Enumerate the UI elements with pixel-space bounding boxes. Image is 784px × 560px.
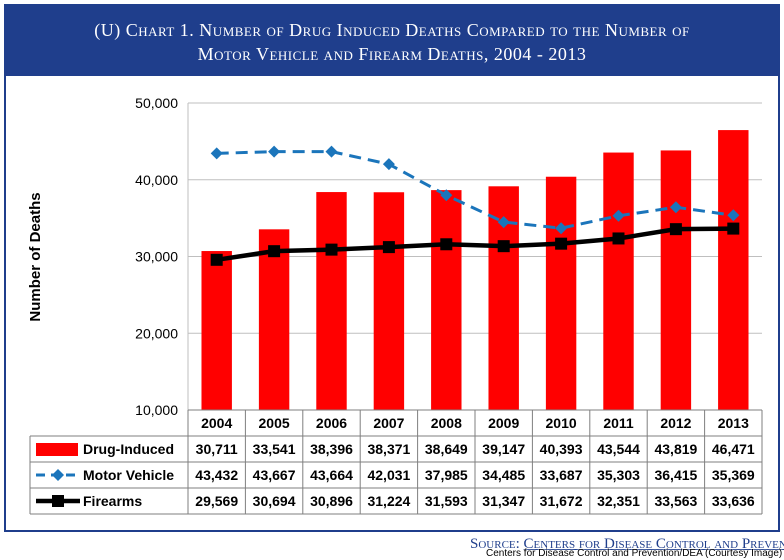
data-table-value: 38,396 — [310, 441, 353, 457]
point-motor-vehicle — [440, 189, 453, 202]
point-motor-vehicle — [325, 145, 338, 158]
point-motor-vehicle — [669, 201, 682, 214]
x-category-label: 2009 — [488, 415, 519, 431]
data-table-value: 33,563 — [654, 493, 697, 509]
x-category-label: 2008 — [431, 415, 462, 431]
legend-key-drug-induced — [36, 443, 78, 456]
chart-header: (U) Chart 1. Number of Drug Induced Deat… — [4, 4, 780, 76]
x-category-label: 2004 — [201, 415, 232, 431]
data-table-value: 31,347 — [482, 493, 525, 509]
image-credit: Centers for Disease Control and Preventi… — [486, 548, 783, 559]
bar-drug-induced — [258, 229, 290, 410]
point-firearms — [612, 232, 625, 245]
data-table-value: 40,393 — [540, 441, 583, 457]
source-name: Centers for Disease Control and Preventi… — [523, 536, 784, 552]
point-motor-vehicle — [268, 145, 281, 158]
point-firearms — [669, 223, 682, 236]
bar-drug-induced — [316, 192, 347, 410]
y-axis-title: Number of Deaths — [27, 192, 44, 321]
legend-label: Motor Vehicle — [83, 467, 174, 483]
point-motor-vehicle — [727, 209, 740, 222]
chart-title-line-2: Motor Vehicle and Firearm Deaths, 2004 -… — [197, 44, 587, 64]
point-firearms — [727, 222, 740, 235]
point-firearms — [268, 245, 281, 258]
data-table-value: 38,371 — [367, 441, 410, 457]
data-table-value: 31,593 — [425, 493, 468, 509]
x-category-label: 2005 — [259, 415, 290, 431]
data-table-value: 43,432 — [195, 467, 238, 483]
line-motor-vehicle — [216, 150, 734, 230]
x-category-label: 2011 — [603, 415, 634, 431]
bar-drug-induced — [201, 251, 232, 410]
legend-marker-firearms — [52, 495, 64, 507]
bar-drug-induced — [660, 150, 692, 410]
bar-drug-induced — [431, 190, 462, 410]
point-firearms — [440, 238, 453, 251]
data-table-value: 37,985 — [425, 467, 468, 483]
bar-drug-induced — [718, 130, 749, 410]
point-motor-vehicle — [555, 222, 568, 235]
data-table-value: 39,147 — [482, 441, 525, 457]
data-table-value: 31,672 — [540, 493, 583, 509]
point-motor-vehicle — [382, 158, 395, 171]
data-table-value: 30,711 — [196, 441, 238, 457]
data-table-value: 30,896 — [310, 493, 353, 509]
line-firearms — [216, 226, 734, 263]
point-firearms — [382, 241, 395, 254]
source-note: Source: Centers for Disease Control and … — [470, 536, 784, 553]
legend-marker-motor-vehicle — [52, 469, 64, 481]
bar-drug-induced — [545, 176, 577, 410]
y-tick-label: 50,000 — [135, 95, 178, 111]
data-table-value: 36,415 — [654, 467, 697, 483]
y-tick-label: 30,000 — [135, 249, 178, 265]
data-table-value: 43,667 — [253, 467, 296, 483]
data-table-value: 42,031 — [367, 467, 410, 483]
data-table-value: 29,569 — [195, 493, 238, 509]
data-table-value: 43,819 — [654, 441, 697, 457]
data-table-value: 43,664 — [310, 467, 353, 483]
bar-drug-induced — [373, 192, 405, 410]
chart-svg: 10,000 20,000 30,000 40,000 50,000 Number of … — [27, 95, 763, 515]
point-motor-vehicle — [497, 216, 510, 229]
data-table-value: 32,351 — [597, 493, 640, 509]
data-table-value: 46,471 — [712, 441, 755, 457]
data-table-value: 38,649 — [425, 441, 468, 457]
bar-drug-induced — [603, 152, 634, 410]
chart-frame — [4, 76, 780, 532]
y-tick-label: 40,000 — [135, 172, 178, 188]
x-category-label: 2006 — [316, 415, 347, 431]
data-table-value: 30,694 — [253, 493, 296, 509]
legend-label: Firearms — [83, 493, 142, 509]
data-table-value: 34,485 — [482, 467, 525, 483]
data-table-value: 43,544 — [597, 441, 640, 457]
data-table-value: 33,687 — [540, 467, 583, 483]
y-tick-label: 20,000 — [135, 325, 178, 341]
y-tick-label: 10,000 — [135, 402, 178, 418]
data-table-value: 35,369 — [712, 467, 755, 483]
point-firearms — [325, 243, 338, 256]
point-firearms — [497, 240, 510, 253]
point-firearms — [555, 237, 568, 250]
source-prefix: Source: — [470, 536, 524, 552]
legend-label: Drug-Induced — [83, 441, 174, 457]
point-motor-vehicle — [210, 147, 223, 160]
data-table-value: 33,541 — [253, 441, 296, 457]
x-category-label: 2007 — [373, 415, 404, 431]
point-firearms — [210, 253, 223, 266]
data-table-value: 31,224 — [367, 493, 410, 509]
data-table-value: 33,636 — [712, 493, 755, 509]
x-category-label: 2012 — [660, 415, 691, 431]
data-table-value: 35,303 — [597, 467, 640, 483]
chart-title-line-1: (U) Chart 1. Number of Drug Induced Deat… — [94, 20, 690, 40]
x-category-label: 2010 — [546, 415, 577, 431]
point-motor-vehicle — [612, 209, 625, 222]
x-category-label: 2013 — [718, 415, 749, 431]
